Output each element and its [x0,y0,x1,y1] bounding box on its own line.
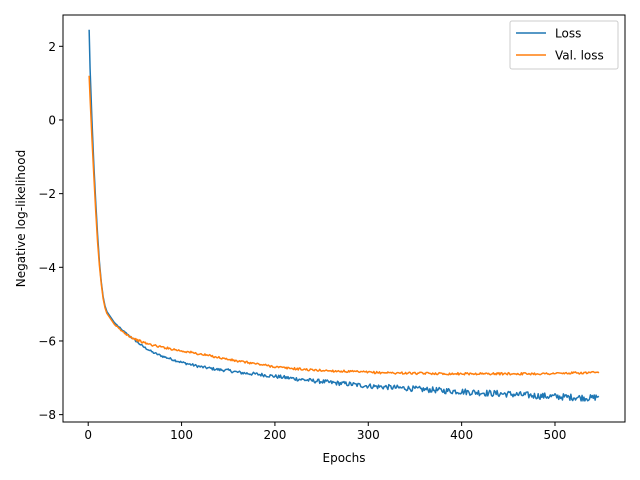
series-layer [88,29,600,402]
x-tick-label: 200 [263,428,286,442]
y-tick-label: 0 [48,113,56,127]
x-tick-label: 300 [357,428,380,442]
y-axis-ticks: 2 0 −2 −4 −6 −8 [38,40,63,422]
series-line-val-loss [88,75,600,376]
legend: Loss Val. loss [509,20,619,70]
y-tick-label: 2 [48,40,56,54]
y-tick-label: −2 [38,187,56,201]
x-tick-label: 400 [450,428,473,442]
y-axis-title: Negative log-likelihood [14,150,28,287]
x-axis-ticks: 0 100 200 300 400 500 [84,422,566,442]
series-line-loss [88,29,600,402]
x-axis-title: Epochs [323,451,366,465]
y-tick-label: −8 [38,408,56,422]
y-tick-label: −4 [38,261,56,275]
x-tick-label: 100 [170,428,193,442]
legend-label-loss: Loss [555,27,581,41]
y-tick-label: −6 [38,334,56,348]
x-tick-label: 0 [84,428,92,442]
legend-label-val-loss: Val. loss [555,49,604,63]
x-tick-label: 500 [544,428,567,442]
plot-area-frame [62,14,626,423]
